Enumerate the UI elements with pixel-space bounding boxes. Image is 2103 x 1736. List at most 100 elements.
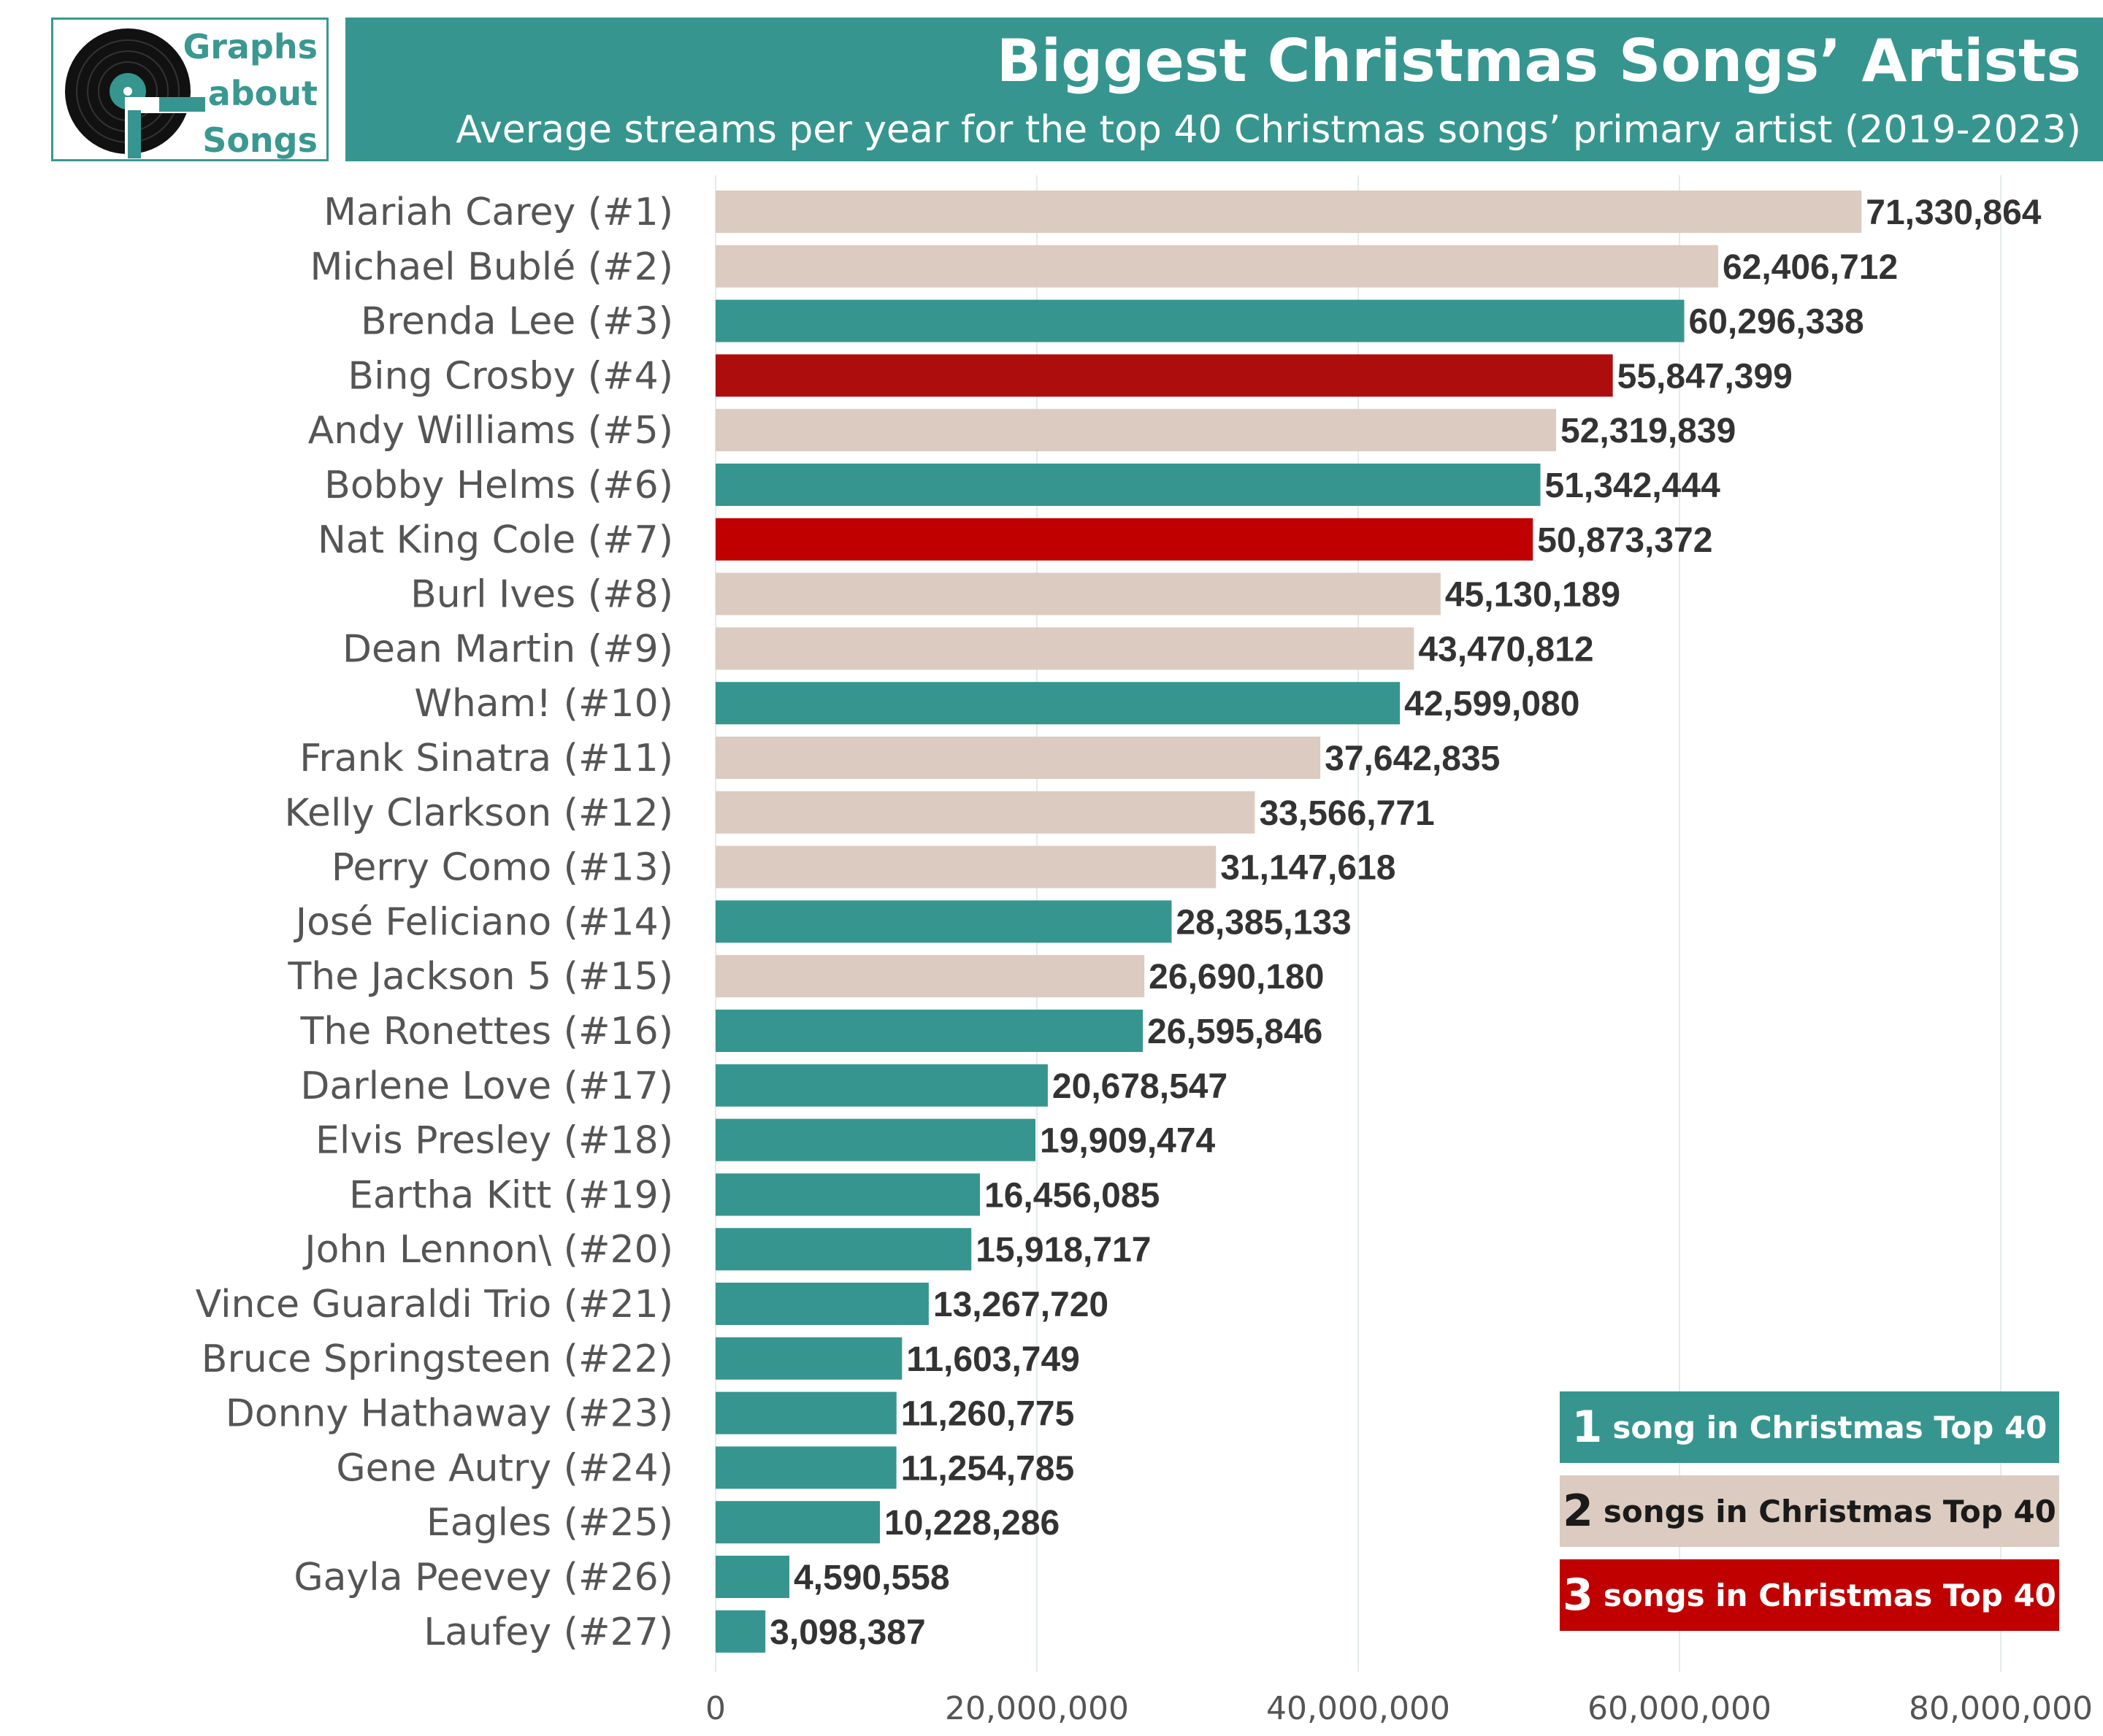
- category-label: Gene Autry (#24): [336, 1446, 673, 1490]
- category-label: Burl Ives (#8): [410, 573, 673, 617]
- bar: [716, 464, 1541, 506]
- bar: [716, 1501, 881, 1544]
- bar: [716, 1446, 897, 1489]
- header-banner: Biggest Christmas Songs’ Artists Average…: [345, 18, 2103, 161]
- bar: [716, 1556, 789, 1598]
- bar: [716, 1610, 766, 1653]
- value-label: 42,599,080: [1404, 685, 1579, 723]
- legend-number: 2: [1563, 1486, 1593, 1537]
- category-label: Eagles (#25): [426, 1501, 673, 1545]
- category-label: The Jackson 5 (#15): [288, 955, 673, 999]
- bar: [716, 1010, 1144, 1052]
- bar: [716, 299, 1685, 342]
- bar: [716, 518, 1533, 561]
- value-label: 15,918,717: [976, 1231, 1151, 1270]
- category-label: Elvis Presley (#18): [315, 1119, 673, 1163]
- x-tick-label: 0: [705, 1690, 726, 1727]
- value-label: 51,342,444: [1545, 466, 1721, 505]
- category-label: Perry Como (#13): [332, 846, 673, 890]
- vinyl-record-icon: [65, 28, 205, 158]
- category-label: Frank Sinatra (#11): [299, 737, 673, 780]
- category-label: Bobby Helms (#6): [324, 464, 673, 507]
- category-label: Brenda Lee (#3): [361, 300, 673, 344]
- value-label: 31,147,618: [1220, 849, 1395, 888]
- legend-item: 2 songs in Christmas Top 40: [1560, 1475, 2059, 1547]
- value-label: 55,847,399: [1617, 357, 1793, 396]
- bar: [716, 845, 1217, 888]
- bar: [716, 1337, 903, 1380]
- bar: [716, 1283, 929, 1325]
- value-label: 19,909,474: [1040, 1122, 1216, 1161]
- value-label: 60,296,338: [1689, 303, 1864, 342]
- category-label: Nat King Cole (#7): [318, 518, 673, 562]
- x-tick-label: 60,000,000: [1587, 1690, 1771, 1727]
- legend-item: 3 songs in Christmas Top 40: [1560, 1559, 2059, 1631]
- category-label: Michael Bublé (#2): [310, 245, 673, 289]
- logo-text-line2: about: [207, 74, 318, 113]
- category-label: The Ronettes (#16): [299, 1010, 673, 1053]
- value-label: 50,873,372: [1537, 521, 1712, 560]
- bar: [716, 955, 1145, 998]
- legend-text: songs in Christmas Top 40: [1603, 1493, 2056, 1529]
- value-label: 52,319,839: [1560, 412, 1736, 450]
- value-label: 11,254,785: [901, 1449, 1075, 1488]
- category-label: Laufey (#27): [424, 1610, 673, 1654]
- chart-title: Biggest Christmas Songs’ Artists: [996, 27, 2081, 95]
- legend-number: 1: [1571, 1402, 1603, 1453]
- category-label: Dean Martin (#9): [342, 627, 673, 671]
- value-label: 4,590,558: [794, 1559, 950, 1597]
- category-label: Donny Hathaway (#23): [226, 1392, 673, 1436]
- logo: Graphs about Songs: [51, 18, 329, 161]
- value-label: 3,098,387: [770, 1613, 926, 1652]
- value-label: 26,690,180: [1149, 958, 1324, 996]
- bar: [716, 245, 1718, 288]
- bar: [716, 1118, 1036, 1161]
- category-label: Gayla Peevey (#26): [294, 1556, 673, 1599]
- value-label: 10,228,286: [884, 1504, 1060, 1543]
- category-label: Darlene Love (#17): [300, 1064, 673, 1108]
- value-label: 26,595,846: [1147, 1013, 1322, 1051]
- value-label: 45,130,189: [1445, 576, 1620, 615]
- category-label: Wham! (#10): [414, 682, 673, 726]
- category-label: Andy Williams (#5): [308, 409, 673, 453]
- bar: [716, 1173, 981, 1216]
- bar: [716, 1064, 1048, 1107]
- value-label: 16,456,085: [984, 1176, 1160, 1215]
- x-tick-label: 20,000,000: [945, 1690, 1129, 1727]
- category-label: Mariah Carey (#1): [323, 191, 673, 234]
- value-label: 28,385,133: [1176, 903, 1351, 942]
- value-label: 11,260,775: [901, 1395, 1075, 1434]
- logo-text-line3: Songs: [202, 120, 318, 160]
- value-label: 62,406,712: [1723, 248, 1898, 287]
- x-tick-label: 40,000,000: [1266, 1690, 1450, 1727]
- bar: [716, 1228, 972, 1271]
- x-tick-label: 80,000,000: [1909, 1690, 2093, 1727]
- category-label: John Lennon\ (#20): [302, 1228, 673, 1272]
- value-label: 71,330,864: [1866, 193, 2042, 232]
- legend-text: songs in Christmas Top 40: [1603, 1577, 2056, 1613]
- bar: [716, 572, 1441, 615]
- value-label: 37,642,835: [1325, 740, 1500, 778]
- bar: [716, 791, 1255, 834]
- category-label: Vince Guaraldi Trio (#21): [196, 1283, 673, 1326]
- bar: [716, 627, 1414, 670]
- bar: [716, 1391, 897, 1434]
- value-label: 43,470,812: [1418, 630, 1593, 669]
- value-label: 33,566,771: [1259, 794, 1434, 833]
- legend-number: 3: [1563, 1570, 1593, 1621]
- category-label: Kelly Clarkson (#12): [284, 791, 673, 835]
- legend-text: song in Christmas Top 40: [1612, 1409, 2048, 1445]
- category-label: Eartha Kitt (#19): [349, 1173, 673, 1217]
- bar: [716, 409, 1557, 452]
- category-label: José Feliciano (#14): [294, 900, 673, 944]
- value-label: 13,267,720: [933, 1286, 1108, 1324]
- bar: [716, 900, 1172, 943]
- bar: [716, 737, 1321, 779]
- logo-text-line1: Graphs: [183, 27, 318, 66]
- bar: [716, 682, 1401, 725]
- category-label: Bing Crosby (#4): [348, 354, 673, 398]
- legend-item: 1 song in Christmas Top 40: [1560, 1391, 2059, 1463]
- bar: [716, 191, 1862, 233]
- value-label: 11,603,749: [906, 1340, 1080, 1379]
